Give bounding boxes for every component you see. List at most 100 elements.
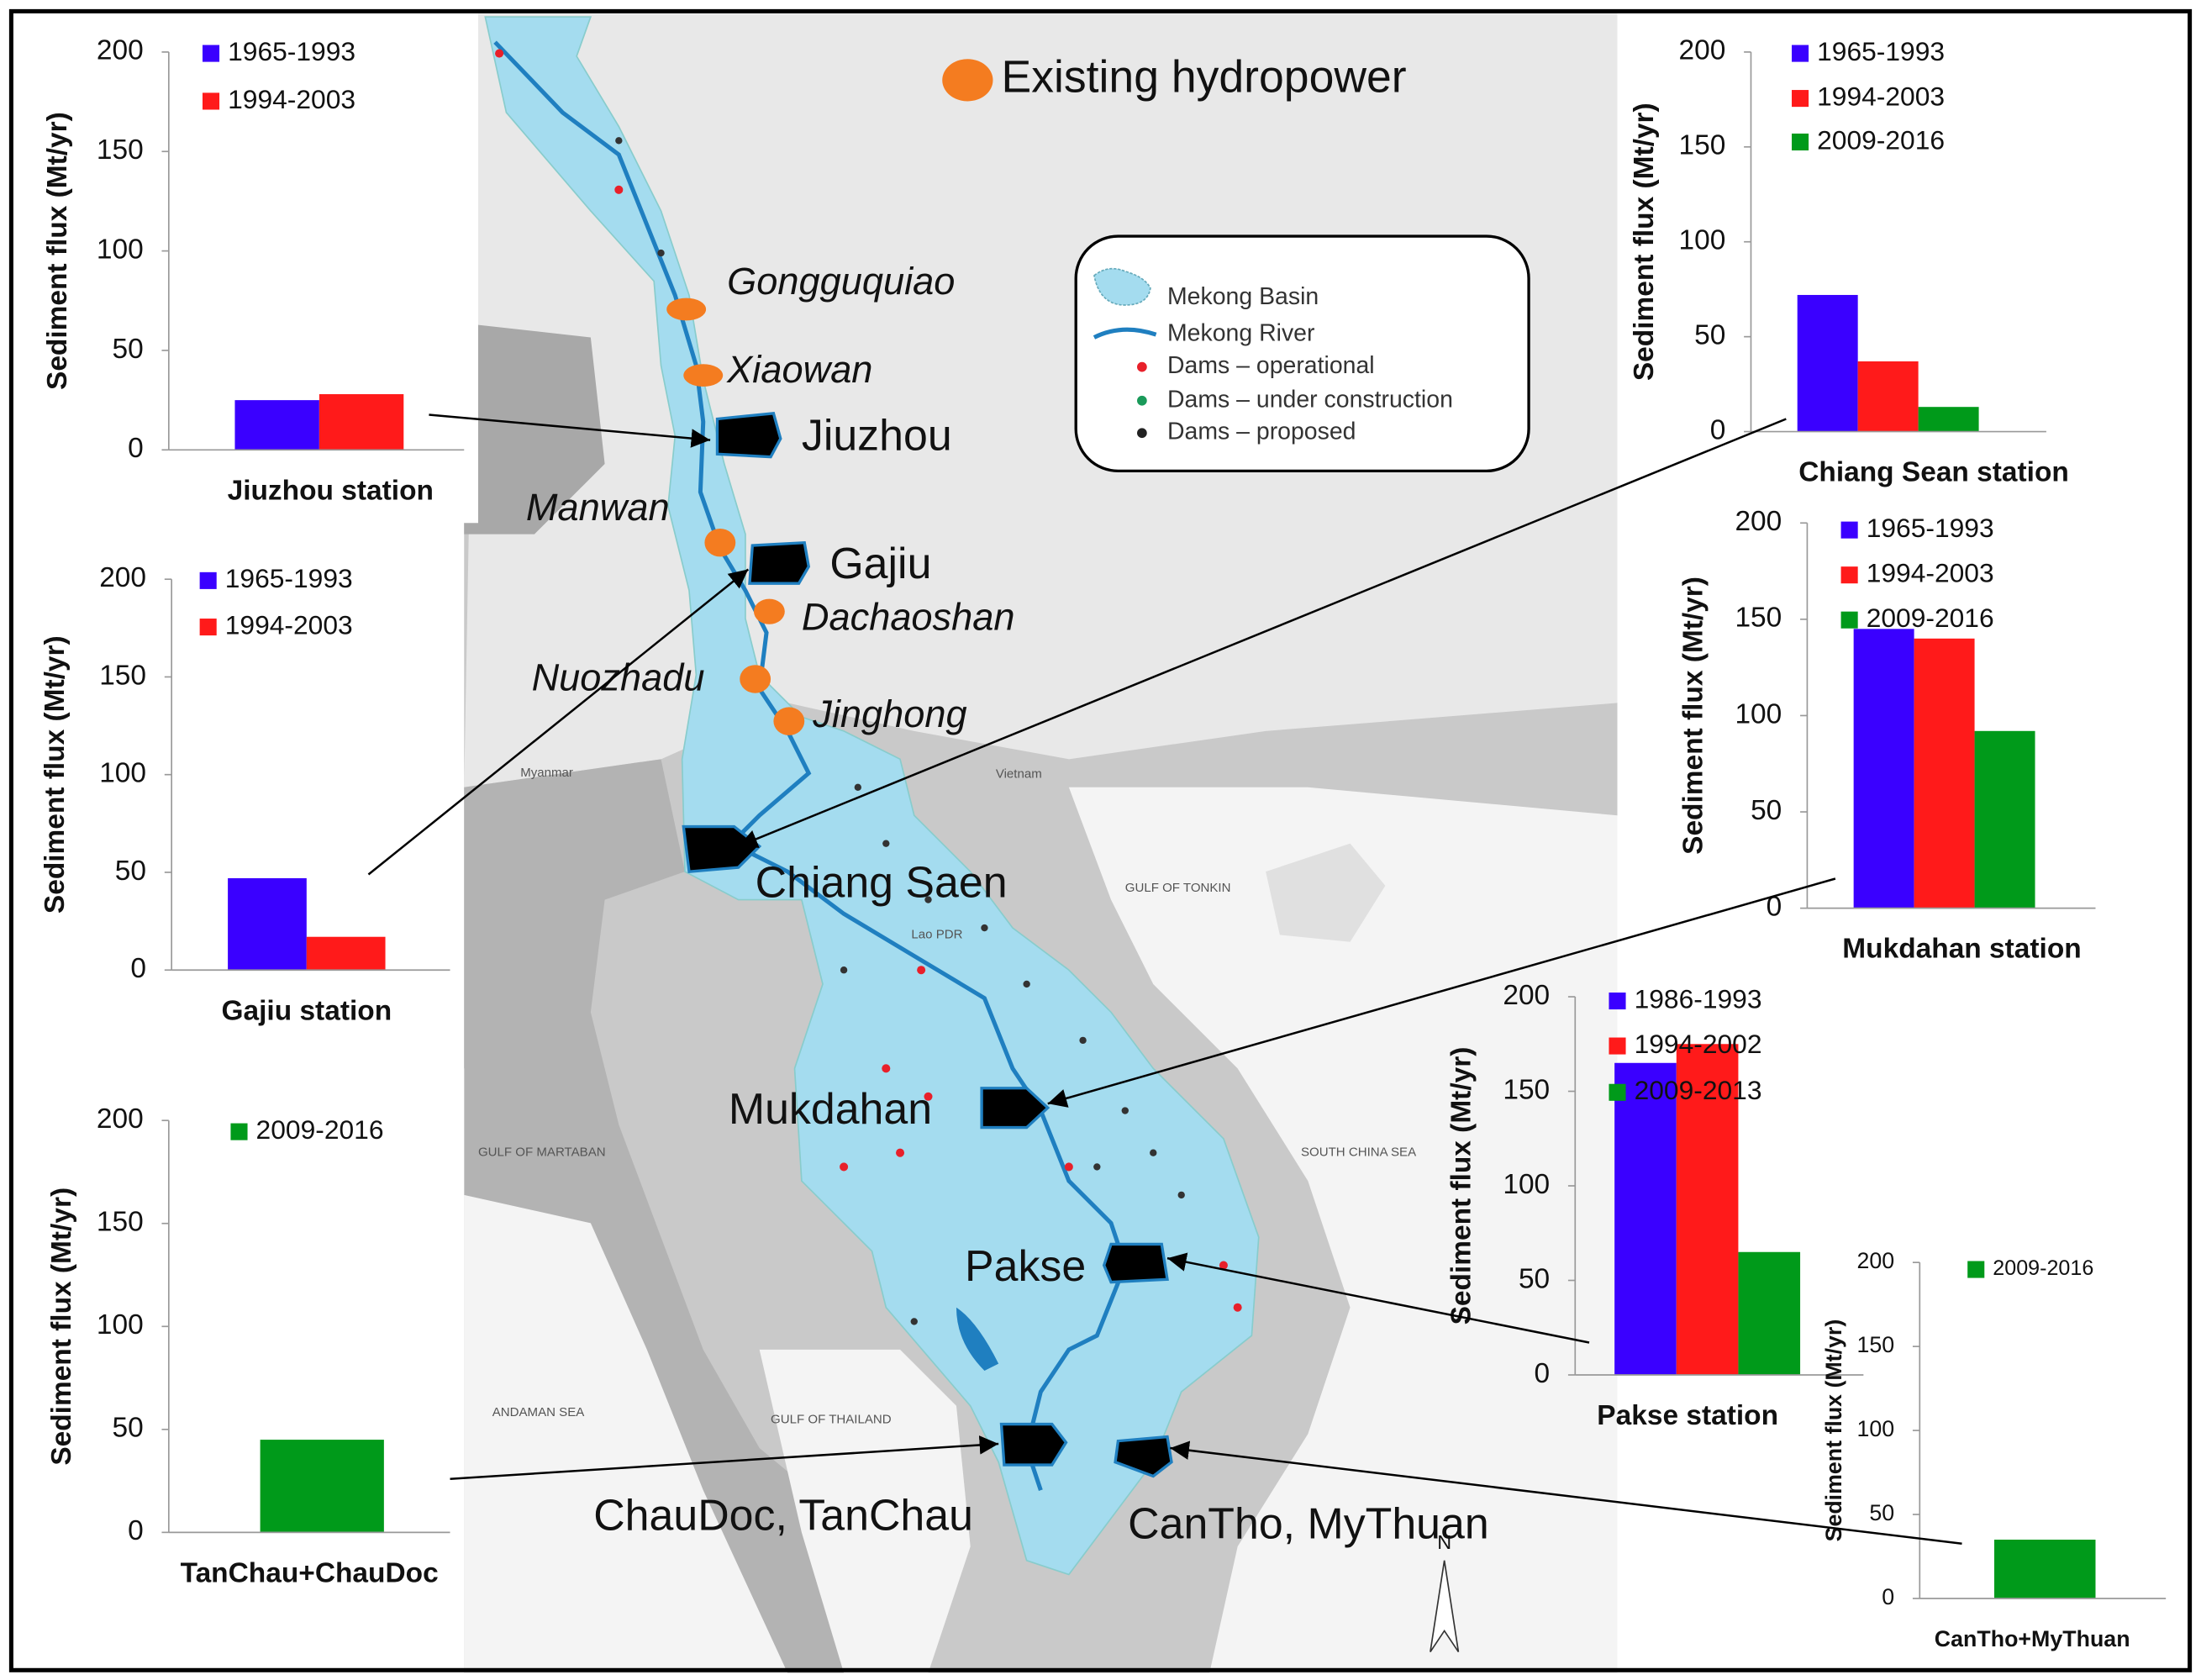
north-arrow	[1430, 1560, 1460, 1653]
arrow	[738, 418, 1787, 848]
y-axis-title: Sediment flux (Mt/yr)	[39, 635, 71, 914]
legend-swatch	[199, 571, 217, 589]
dam-label: Gongguquiao	[727, 260, 955, 303]
legend-label: Dams – proposed	[1167, 419, 1356, 445]
bar	[1974, 730, 2035, 908]
arrows	[367, 413, 1962, 1545]
dam-label: Nuozhadu	[532, 656, 705, 699]
legend-swatch	[1792, 90, 1809, 108]
legend-label: 1965-1993	[1817, 36, 1945, 66]
legend-label: 1994-2003	[1817, 81, 1945, 111]
y-tick-label: 50	[115, 856, 146, 887]
y-tick-label: 100	[1679, 225, 1726, 256]
x-axis-title: TanChau+ChauDoc	[181, 1557, 439, 1588]
y-tick-label: 0	[1767, 891, 1782, 922]
y-axis-title: Sediment flux (Mt/yr)	[1821, 1319, 1846, 1542]
y-tick-label: 200	[1856, 1248, 1894, 1273]
bar	[1797, 294, 1858, 432]
y-tick-label: 150	[1735, 603, 1782, 634]
gulf-of-thailand	[759, 1349, 971, 1673]
region	[464, 323, 605, 535]
place-label: ANDAMAN SEA	[492, 1405, 585, 1419]
legend-label: 2009-2013	[1635, 1075, 1762, 1105]
y-tick-label: 0	[1535, 1358, 1551, 1389]
bar	[1853, 629, 1914, 908]
bar	[1738, 1251, 1801, 1376]
legend-label: 2009-2016	[1867, 603, 1994, 633]
y-tick-label: 150	[99, 660, 146, 691]
hydropower-dams	[666, 298, 805, 735]
arrow	[367, 568, 750, 876]
panel	[0, 1068, 465, 1673]
bar	[228, 877, 307, 971]
y-axis-title: Sediment flux (Mt/yr)	[1445, 1047, 1477, 1325]
station-label: Gajiu	[829, 539, 931, 587]
china	[464, 13, 1618, 787]
bar	[1993, 1540, 2096, 1598]
proposed-dams	[615, 137, 1185, 1325]
operational-dams	[495, 49, 1242, 1312]
dam-label: Manwan	[526, 486, 670, 529]
y-tick-label: 0	[130, 953, 146, 984]
y-tick-label: 50	[1694, 319, 1725, 350]
dam-label: Xiaowan	[726, 348, 872, 391]
y-tick-label: 100	[1503, 1169, 1550, 1200]
charts: 0 50 100 150 200 1965-1993 1994-2003 Jiuzhou st…	[39, 35, 2167, 1651]
legend-swatch	[1840, 611, 1858, 629]
andaman-sea	[464, 1194, 788, 1673]
y-tick-label: 150	[1503, 1074, 1550, 1105]
tonle-sap	[956, 1307, 999, 1371]
legend-label: 1965-1993	[228, 36, 355, 66]
y-tick-label: 0	[1882, 1584, 1894, 1609]
legend-label: Dams – under construction	[1167, 386, 1453, 413]
legend-label: 1994-2003	[225, 609, 353, 640]
legend-label: Dams – operational	[1167, 352, 1375, 379]
legend-label: 1965-1993	[225, 563, 353, 593]
y-tick-label: 50	[1519, 1263, 1550, 1294]
place-label: SOUTH CHINA SEA	[1301, 1145, 1416, 1160]
bar	[1676, 1044, 1739, 1376]
legend-label: Mekong River	[1167, 320, 1314, 347]
station-label: CanTho, MyThuan	[1128, 1498, 1489, 1547]
y-tick-label: 50	[1869, 1500, 1894, 1525]
south-china-sea	[1068, 787, 1618, 1673]
station-label: Pakse	[965, 1241, 1086, 1290]
station-label: Jiuzhou	[802, 411, 952, 460]
x-axis-title: Chiang Sean station	[1798, 457, 2069, 488]
legend-label: 2009-2016	[1817, 124, 1945, 155]
legend-swatch	[202, 92, 220, 110]
hydropower-swatch	[942, 59, 993, 102]
legend-swatch	[1840, 521, 1858, 539]
station-label: ChauDoc, TanChau	[593, 1490, 973, 1539]
legend-label: 1994-2003	[1867, 558, 1994, 588]
y-tick-label: 100	[1735, 698, 1782, 729]
y-tick-label: 200	[97, 1103, 144, 1135]
legend-label: 1994-2002	[1635, 1029, 1762, 1059]
bar	[260, 1440, 384, 1533]
x-axis-title: Pakse station	[1597, 1400, 1778, 1431]
arrow	[429, 413, 711, 448]
station-markers	[682, 411, 1173, 1478]
north-label: N	[1437, 1531, 1451, 1553]
bar	[319, 394, 404, 450]
legend-proposed-swatch	[1137, 428, 1147, 439]
bar	[306, 936, 386, 971]
x-axis-title: Jiuzhou station	[228, 475, 434, 506]
legend-label: Mekong Basin	[1167, 283, 1319, 310]
legend-label: 2009-2016	[1993, 1256, 2093, 1280]
place-label: Lao PDR	[911, 927, 962, 941]
legend-swatch	[1609, 992, 1626, 1010]
bar	[234, 400, 319, 450]
station-label: Mukdahan	[729, 1084, 932, 1133]
legend-label: 1994-2003	[228, 84, 355, 114]
y-tick-label: 200	[1503, 980, 1550, 1011]
y-tick-label: 150	[1679, 130, 1726, 161]
y-tick-label: 150	[1856, 1332, 1894, 1357]
arrow	[450, 1435, 999, 1481]
bar	[1614, 1062, 1677, 1376]
legend-construction-swatch	[1137, 395, 1147, 406]
y-axis-title: Sediment flux (Mt/yr)	[1629, 103, 1660, 381]
legend-swatch	[1840, 566, 1858, 584]
legend-swatch	[1609, 1083, 1626, 1101]
